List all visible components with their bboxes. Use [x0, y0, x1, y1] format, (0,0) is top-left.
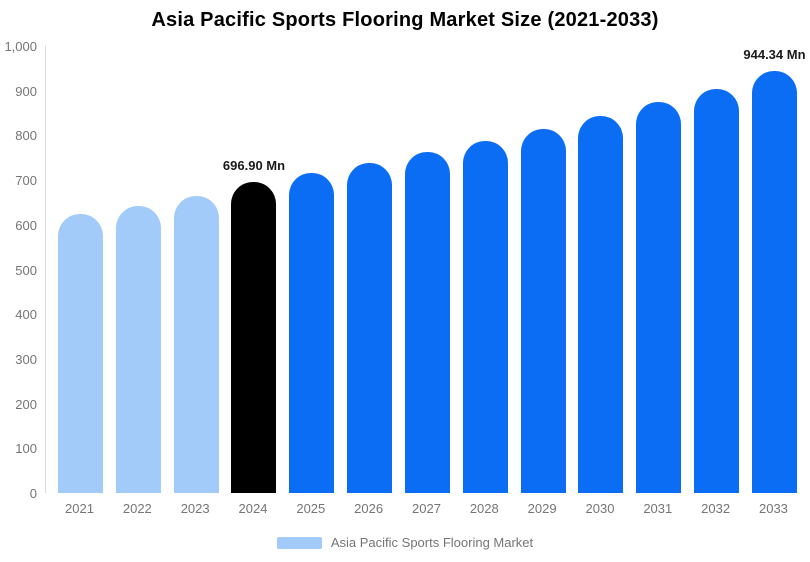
bar-2032 — [694, 88, 740, 493]
legend-swatch — [276, 536, 322, 549]
bar-2027 — [404, 152, 450, 493]
x-tick-label-2028: 2028 — [469, 501, 499, 516]
bar-2030 — [578, 116, 624, 493]
x-tick-label-2033: 2033 — [758, 501, 788, 516]
legend: Asia Pacific Sports Flooring Market — [0, 535, 810, 550]
y-tick-label-400: 400 — [15, 307, 37, 323]
bar-2033 — [751, 70, 797, 493]
y-tick-label-600: 600 — [15, 217, 37, 233]
bar-2029 — [520, 129, 566, 493]
x-tick-label-2024: 2024 — [238, 501, 268, 516]
bar-annotation-2033: 944.34 Mn — [743, 46, 806, 62]
y-tick-label-1,000: 1,000 — [4, 39, 37, 54]
x-tick-label-2027: 2027 — [412, 501, 441, 516]
y-tick-label-300: 300 — [15, 351, 37, 367]
x-tick-label-2025: 2025 — [296, 501, 326, 516]
bar-2031 — [636, 102, 682, 493]
y-tick-label-500: 500 — [15, 262, 37, 278]
bar-2021 — [58, 214, 103, 493]
y-tick-label-800: 800 — [15, 128, 37, 144]
x-tick-label-2021: 2021 — [65, 501, 94, 516]
x-tick-label-2032: 2032 — [701, 501, 731, 516]
bar-2022 — [115, 205, 161, 493]
legend-label: Asia Pacific Sports Flooring Market — [330, 535, 534, 550]
y-axis: 0 100 200 300 400 500 600 700 800 900 1,000 — [0, 39, 37, 501]
plot-area: 696.90 Mn 944.34 Mn — [45, 46, 810, 493]
x-tick-label-2023: 2023 — [180, 501, 210, 516]
x-tick-label-2030: 2030 — [585, 501, 615, 516]
y-tick-label-0: 0 — [29, 486, 37, 501]
x-tick-label-2029: 2029 — [527, 501, 557, 516]
chart-title: Asia Pacific Sports Flooring Market Size… — [151, 9, 659, 31]
bar-2024 — [231, 181, 277, 493]
bar-2023 — [173, 195, 219, 493]
y-tick-label-200: 200 — [15, 396, 37, 412]
y-tick-label-700: 700 — [15, 173, 37, 189]
y-tick-label-100: 100 — [15, 441, 37, 457]
x-axis: 2021 2022 2023 2024 2025 2026 2027 2028 2029 2030… — [45, 501, 809, 519]
y-tick-label-900: 900 — [15, 83, 37, 99]
x-tick-label-2022: 2022 — [122, 501, 152, 516]
bar-annotation-2024: 696.90 Mn — [222, 157, 286, 173]
x-tick-label-2031: 2031 — [643, 501, 673, 516]
bar-2025 — [289, 173, 335, 493]
bar-2026 — [347, 163, 393, 493]
x-tick-label-2026: 2026 — [354, 501, 384, 516]
bar-2028 — [462, 141, 508, 493]
